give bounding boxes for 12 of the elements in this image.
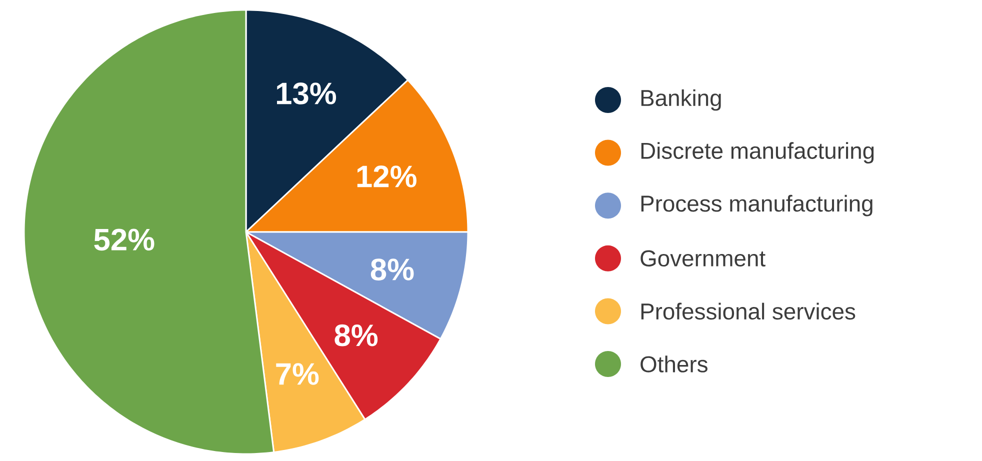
legend-label: Discrete manufacturing	[641, 142, 874, 164]
data-label: 7%	[276, 363, 319, 385]
data-label: 8%	[334, 324, 378, 346]
legend-label: Process manufacturing	[641, 194, 872, 216]
legend-label: Professional services	[641, 302, 856, 320]
data-label: 52%	[94, 228, 154, 251]
data-label: 8%	[370, 258, 414, 280]
legend-label: Banking	[641, 89, 721, 111]
legend-label: Government	[640, 250, 766, 267]
data-label: 12%	[357, 166, 416, 188]
legend-label: Others	[640, 356, 708, 372]
data-label: 13%	[276, 82, 336, 104]
